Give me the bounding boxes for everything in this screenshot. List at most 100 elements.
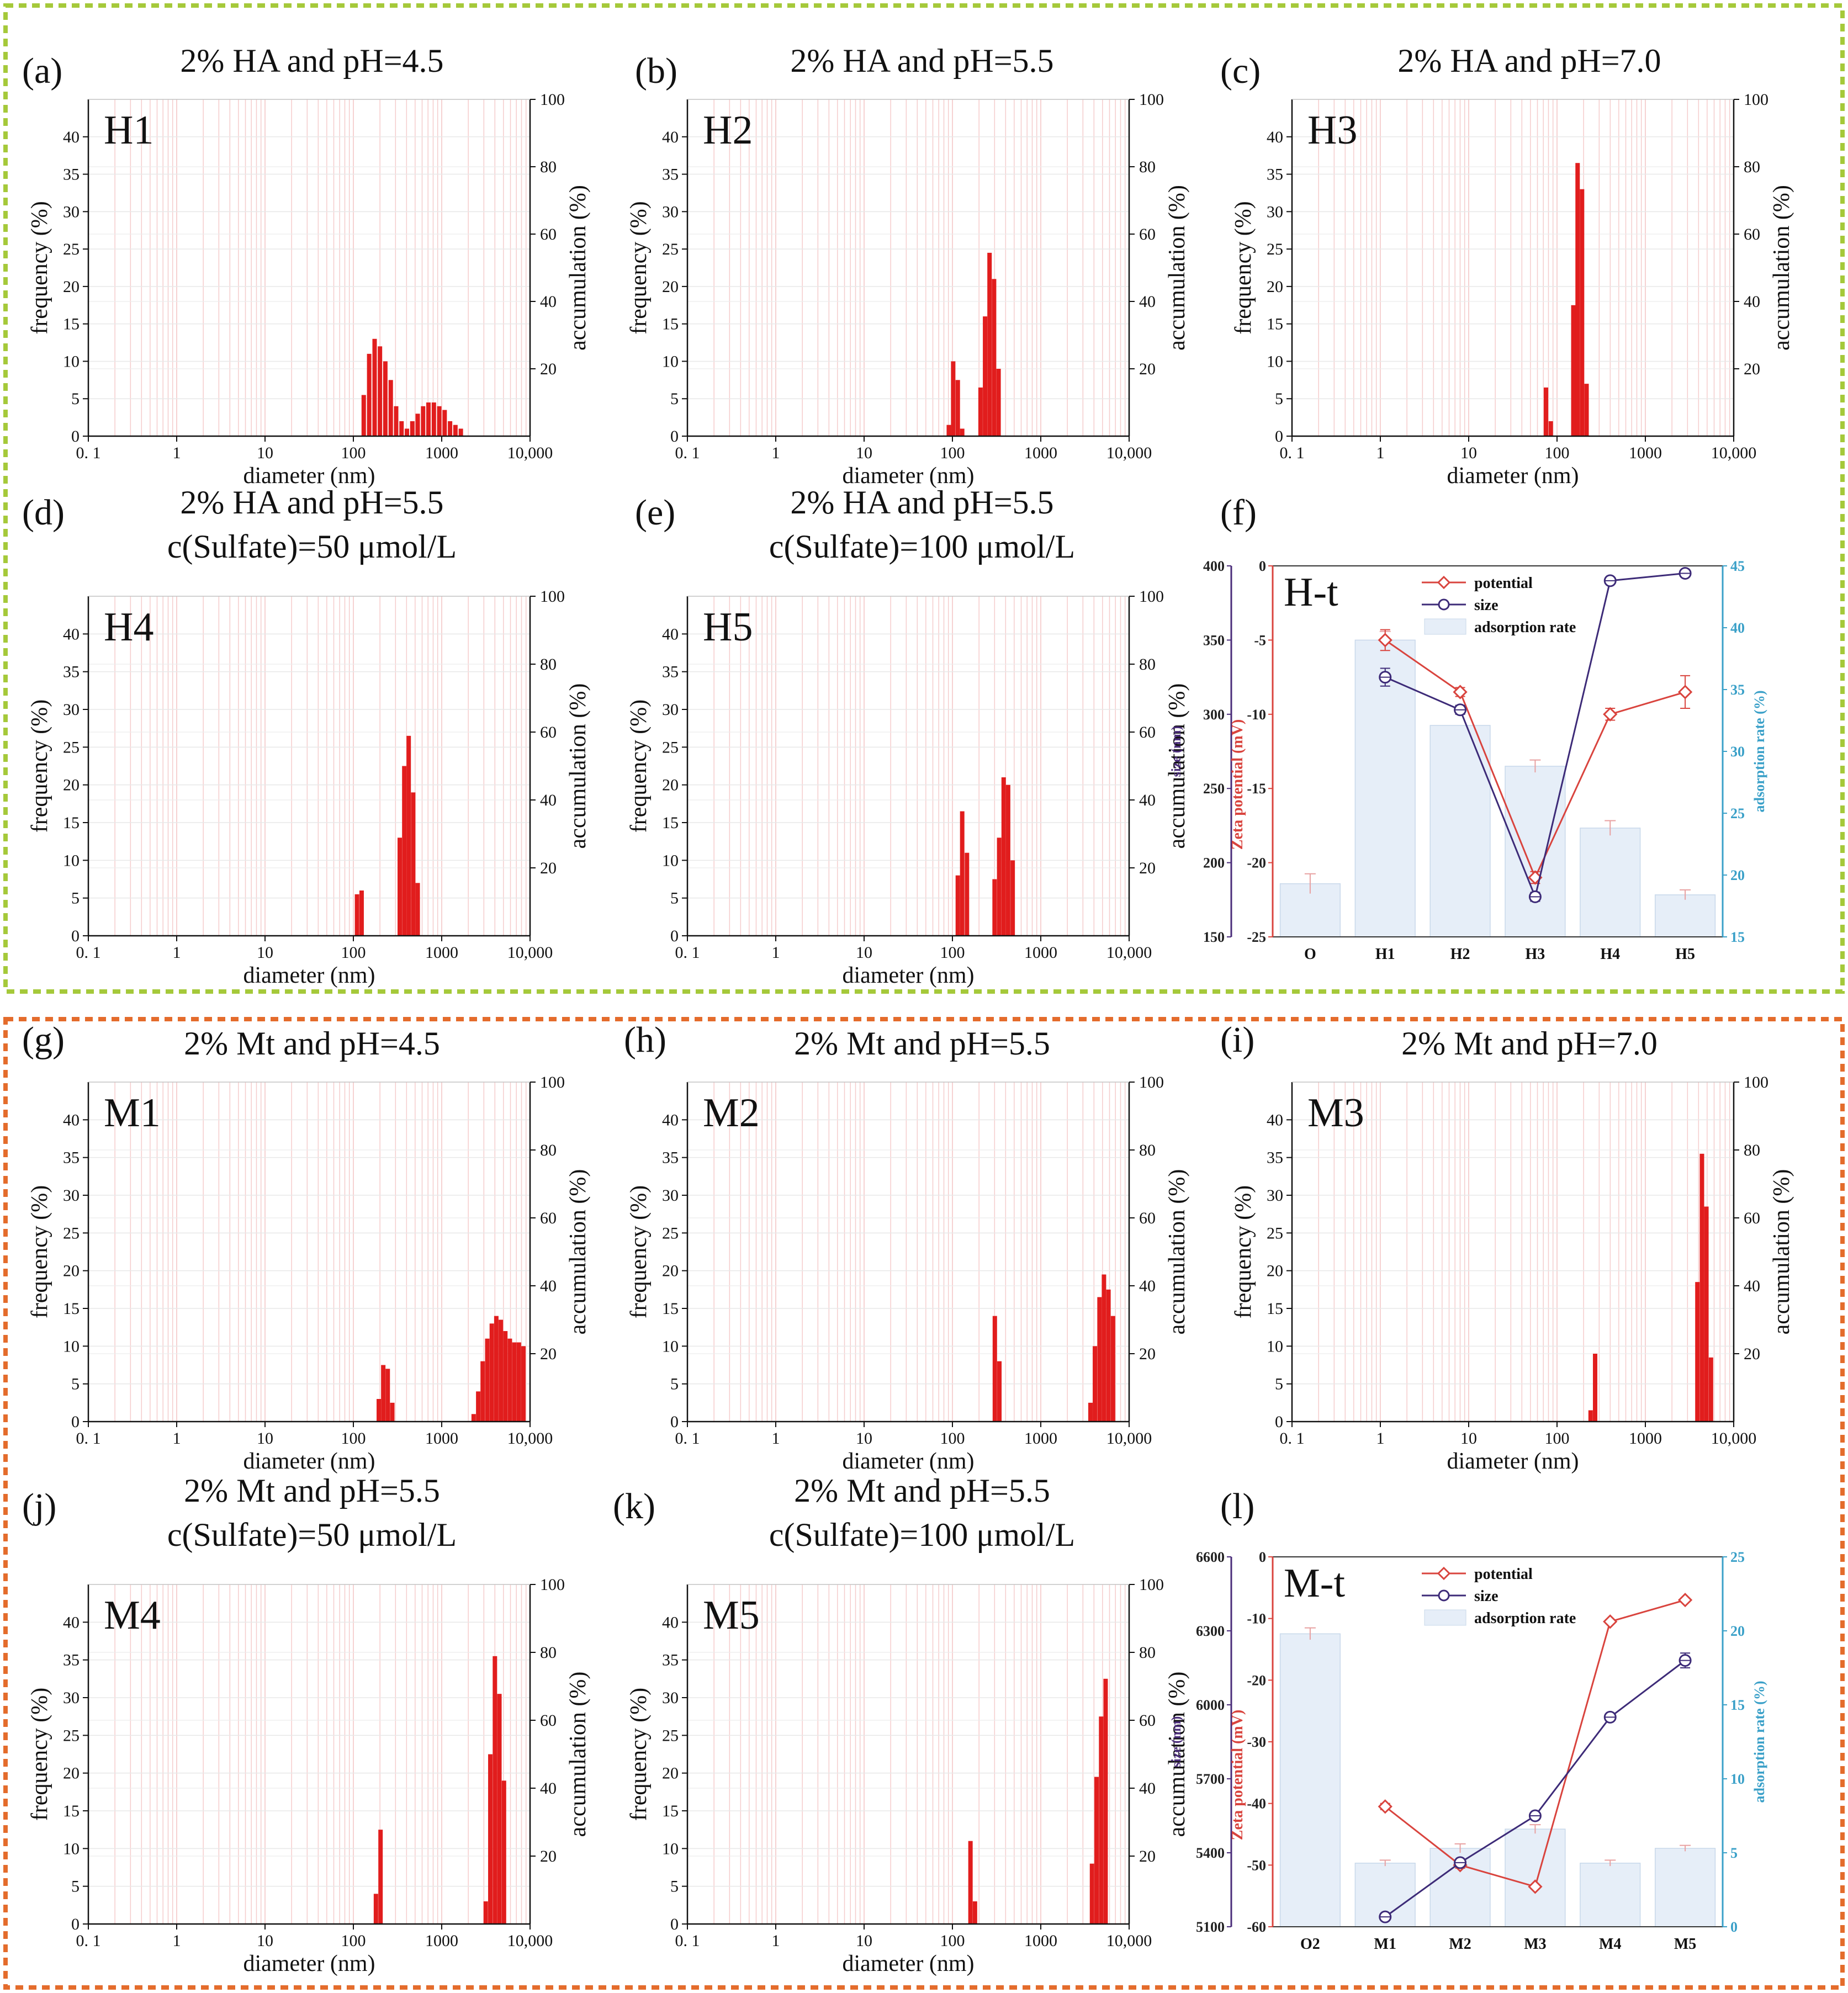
zeta-tick-label: -60 [1247,1919,1266,1935]
y-tick-label: 10 [662,352,679,370]
x-tick-label: 10,000 [507,1429,553,1448]
bar [1005,785,1010,936]
y-tick-label: 40 [1267,1111,1283,1129]
bar [997,1361,1002,1422]
x-tick-label: 10,000 [507,444,553,462]
bar [501,1780,506,1924]
y2-tick-label: 20 [1139,1345,1156,1363]
size-tick-label: 5100 [1196,1919,1225,1935]
bar [399,421,404,436]
panel-letter: (l) [1220,1486,1254,1526]
y2-tick-label: 80 [1744,1141,1760,1159]
x-tick-label: 10,000 [1106,444,1152,462]
y2-axis-label: accumulation (%) [1769,185,1794,351]
x-tick-label: 100 [1545,1429,1570,1448]
x-tick-label: 10,000 [1106,944,1152,962]
y-tick-label: 0 [1275,427,1283,446]
bar [483,1901,488,1924]
legend-swatch [1424,618,1466,635]
bar [946,425,951,436]
y2-tick-label: 100 [1744,91,1768,109]
category-label: H3 [1526,946,1545,963]
y2-tick-label: 20 [1139,859,1156,877]
y-tick-label: 30 [1267,203,1283,221]
bar [398,838,403,936]
legend-marker [1437,575,1451,590]
sample-id: H1 [104,108,153,153]
category-label: O [1304,946,1316,963]
size-tick-label: 400 [1203,558,1225,574]
rate-tick-label: 45 [1730,558,1745,574]
y2-tick-label: 20 [1744,360,1760,378]
chart-subtitle: c(Sulfate)=50 μmol/L [167,528,457,565]
chart-m3: (i) 2% Mt and pH=7.0 0. 1 1 10 100 1000 10,000 0… [1220,1020,1794,1474]
category-label: M5 [1674,1936,1696,1953]
chart-title: 2% Mt and pH=5.5 [794,1472,1050,1509]
y2-tick-label: 80 [540,655,557,674]
x-tick-label: 100 [940,444,965,462]
rate-tick-label: 15 [1730,1697,1745,1713]
legend-label: potential [1474,575,1533,592]
bar [421,406,426,436]
bar [406,735,411,936]
bar [442,410,447,436]
panel-letter: (d) [22,492,65,533]
zeta-tick-label: 0 [1259,1549,1266,1565]
legend-swatch [1424,1609,1466,1626]
bar [377,1399,382,1422]
bar [951,361,956,436]
potential-point [1603,707,1618,722]
x-tick-label: 10 [257,1932,273,1950]
y2-tick-label: 20 [1139,1847,1156,1865]
x-tick-label: 1000 [1629,1429,1662,1448]
x-tick-label: 1000 [1024,1932,1057,1950]
y-tick-label: 40 [1267,128,1283,146]
y-tick-label: 0 [1275,1413,1283,1431]
size-tick-label: 200 [1203,855,1225,871]
bar [1010,860,1015,936]
y2-tick-label: 80 [1139,158,1156,176]
x-tick-label: 10,000 [1711,444,1757,462]
bar [394,406,399,436]
x-tick-label: 10 [257,1429,273,1448]
x-axis-label: diameter (nm) [842,1951,974,1976]
y-tick-label: 25 [1267,240,1283,258]
y2-tick-label: 100 [1139,1073,1164,1091]
chart-m5: (k) 2% Mt and pH=5.5 c(Sulfate)=100 μmol/L… [613,1472,1190,1976]
bar [1110,1316,1115,1422]
x-tick-label: 100 [1545,444,1570,462]
y2-axis-label: accumulation (%) [565,683,591,849]
x-tick-label: 0. 1 [76,1932,101,1950]
bar [960,811,965,936]
chart-h1: (a) 2% HA and pH=4.5 0. 1 1 10 100 1000 10,000 0… [22,43,591,489]
y-tick-label: 5 [670,390,679,408]
x-tick-label: 10,000 [507,944,553,962]
sample-id: M4 [104,1593,161,1638]
bar [996,369,1001,436]
adsorption-bar [1505,1828,1566,1927]
panel-letter: (c) [1220,51,1261,91]
bar [431,402,436,436]
bar [367,353,372,436]
y2-tick-label: 20 [1744,1345,1760,1363]
panel-letter: (k) [613,1486,655,1526]
y2-tick-label: 40 [1744,1277,1760,1295]
y-tick-label: 15 [63,315,80,333]
y2-tick-label: 100 [1139,1576,1164,1594]
zeta-tick-label: -5 [1254,632,1266,648]
y2-tick-label: 60 [540,1209,557,1227]
y2-axis-label: accumulation (%) [1164,1672,1190,1837]
bar [485,1338,490,1422]
y-tick-label: 5 [71,1878,80,1896]
y-tick-label: 40 [662,625,679,643]
bar [1699,1153,1704,1422]
x-tick-label: 0. 1 [675,1429,700,1448]
y2-tick-label: 60 [540,1711,557,1730]
bar [1094,1777,1099,1924]
y-tick-label: 35 [1267,1149,1283,1167]
rate-tick-label: 10 [1730,1771,1745,1787]
x-tick-label: 0. 1 [675,944,700,962]
bar [1089,1863,1094,1924]
bar [378,1830,383,1924]
rate-tick-label: 25 [1730,805,1745,821]
